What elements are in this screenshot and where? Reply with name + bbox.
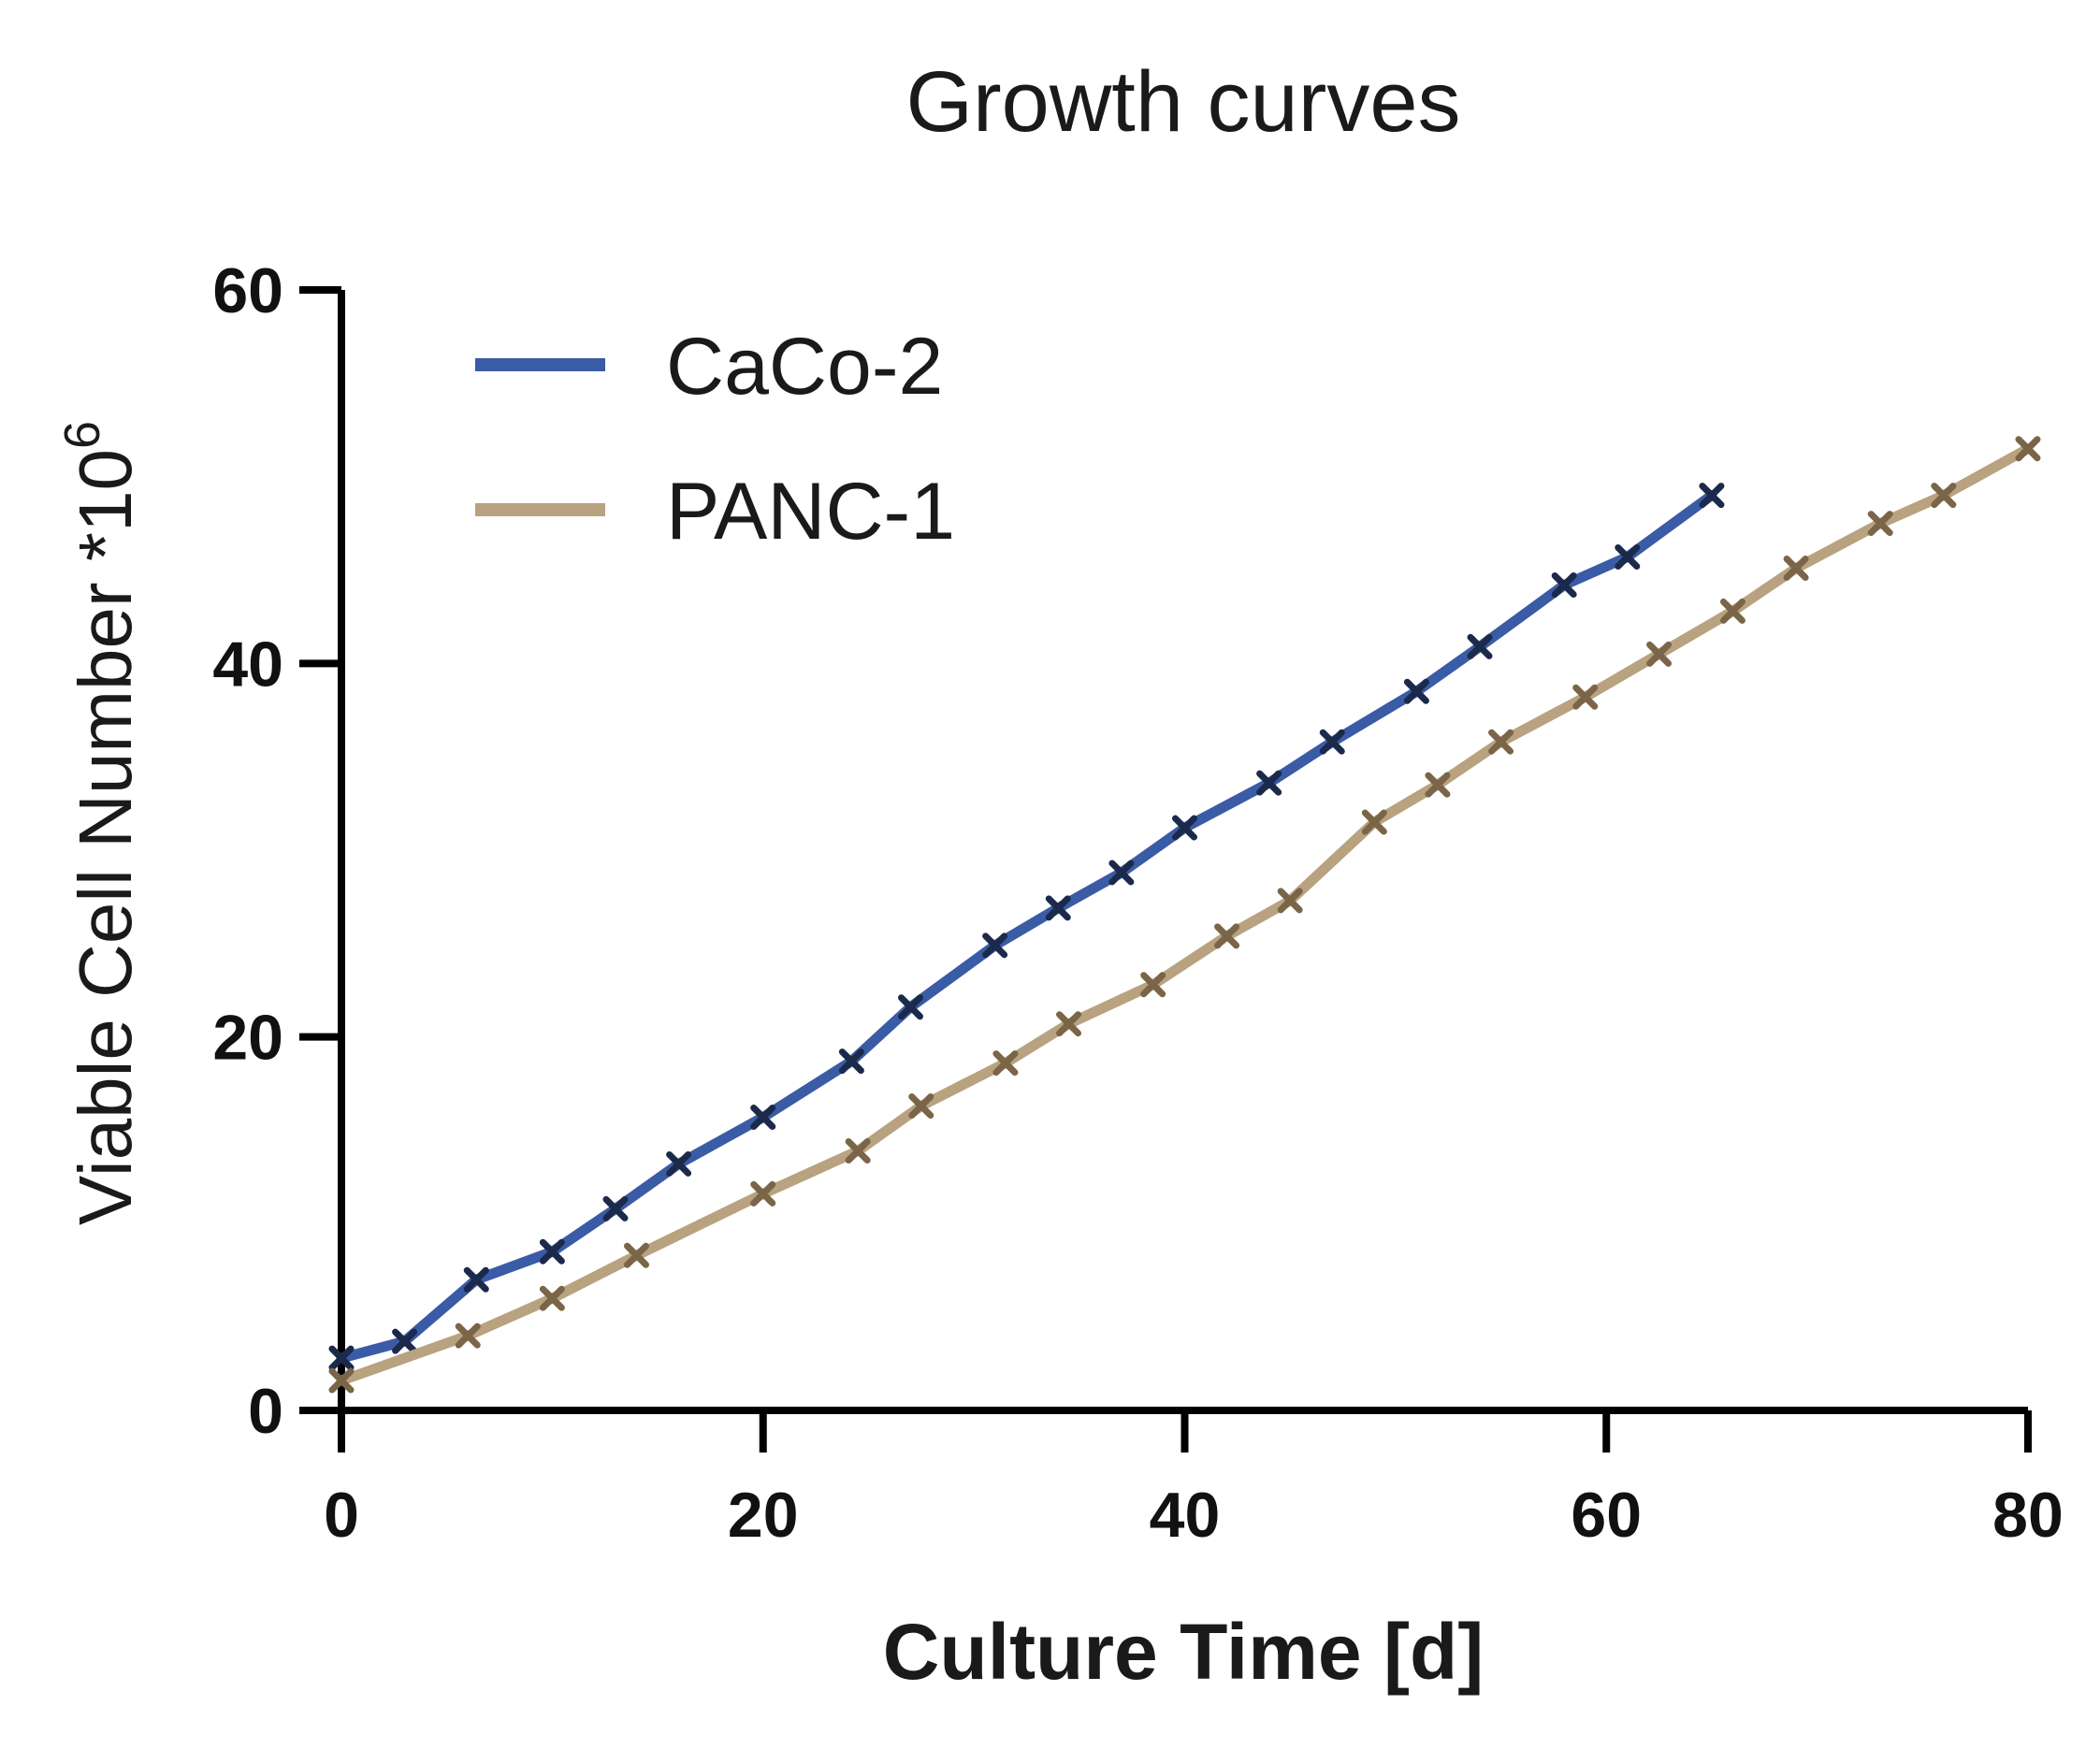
- data-point-caco-2: [1551, 571, 1577, 598]
- data-point-caco-2: [898, 994, 924, 1020]
- legend: CaCo-2 PANC-1: [475, 322, 955, 556]
- data-point-caco-2: [838, 1048, 864, 1075]
- x-tick-label: 20: [728, 1480, 799, 1551]
- data-point-panc-1: [1488, 729, 1514, 755]
- data-point-caco-2: [328, 1345, 355, 1371]
- x-axis-label: Culture Time [d]: [883, 1608, 1484, 1696]
- data-point-panc-1: [1931, 483, 1957, 509]
- data-point-panc-1: [1646, 641, 1673, 667]
- data-point-panc-1: [1783, 556, 1809, 582]
- data-point-panc-1: [2015, 436, 2041, 462]
- legend-label-panc-1: PANC-1: [666, 467, 955, 556]
- y-axis-label: Viable Cell Number *106: [54, 421, 147, 1225]
- data-point-caco-2: [602, 1195, 629, 1221]
- series-line-caco-2: [336, 490, 1717, 1364]
- data-point-panc-1: [624, 1242, 650, 1268]
- series-layer: [328, 436, 2041, 1394]
- data-point-panc-1: [1361, 809, 1387, 835]
- data-point-caco-2: [539, 1238, 565, 1265]
- data-point-caco-2: [1045, 895, 1071, 921]
- y-tick-label: 60: [212, 255, 283, 326]
- data-point-panc-1: [1719, 598, 1745, 624]
- data-point-caco-2: [1319, 729, 1345, 755]
- data-point-panc-1: [908, 1093, 934, 1120]
- data-point-caco-2: [1256, 770, 1282, 796]
- tick-marks: 0 20 40 60 0 20 40 60 80: [212, 255, 2063, 1551]
- y-tick-label: 0: [248, 1376, 283, 1447]
- data-point-caco-2: [982, 932, 1008, 959]
- data-point-panc-1: [1056, 1011, 1082, 1037]
- legend-item-caco-2: CaCo-2: [475, 322, 943, 412]
- series-caco-2: [328, 483, 1725, 1371]
- y-tick-label: 20: [212, 1003, 283, 1074]
- series-panc-1: [328, 436, 2041, 1394]
- data-point-caco-2: [1699, 483, 1725, 509]
- data-point-panc-1: [1214, 923, 1240, 949]
- legend-item-panc-1: PANC-1: [475, 467, 955, 556]
- y-axis-label-main: Viable Cell Number *10: [64, 449, 147, 1225]
- data-point-panc-1: [539, 1285, 565, 1311]
- axes: [338, 290, 2028, 1414]
- x-tick-label: 0: [324, 1480, 359, 1551]
- data-point-caco-2: [392, 1328, 418, 1354]
- data-point-panc-1: [1425, 772, 1451, 798]
- data-point-panc-1: [845, 1137, 871, 1164]
- data-point-caco-2: [666, 1150, 692, 1177]
- y-axis-label-exponent: 6: [54, 421, 110, 449]
- series-line-panc-1: [336, 443, 2034, 1386]
- data-point-caco-2: [1172, 815, 1197, 841]
- legend-label-caco-2: CaCo-2: [666, 322, 943, 412]
- data-point-panc-1: [992, 1050, 1019, 1077]
- data-point-caco-2: [463, 1266, 489, 1293]
- data-point-panc-1: [750, 1180, 776, 1207]
- data-point-caco-2: [1615, 544, 1641, 571]
- data-point-panc-1: [1867, 511, 1893, 537]
- x-tick-label: 80: [1992, 1480, 2064, 1551]
- data-point-caco-2: [1403, 678, 1429, 704]
- x-tick-label: 40: [1150, 1480, 1221, 1551]
- data-point-caco-2: [1108, 860, 1135, 886]
- x-tick-label: 60: [1571, 1480, 1642, 1551]
- data-point-panc-1: [1572, 684, 1599, 710]
- data-point-caco-2: [1467, 633, 1493, 659]
- chart-title: Growth curves: [905, 54, 1460, 150]
- data-point-caco-2: [750, 1105, 776, 1131]
- data-point-panc-1: [328, 1367, 355, 1394]
- data-point-panc-1: [1277, 888, 1303, 914]
- data-point-panc-1: [1140, 972, 1166, 998]
- y-tick-label: 40: [212, 629, 283, 700]
- data-point-panc-1: [455, 1323, 481, 1349]
